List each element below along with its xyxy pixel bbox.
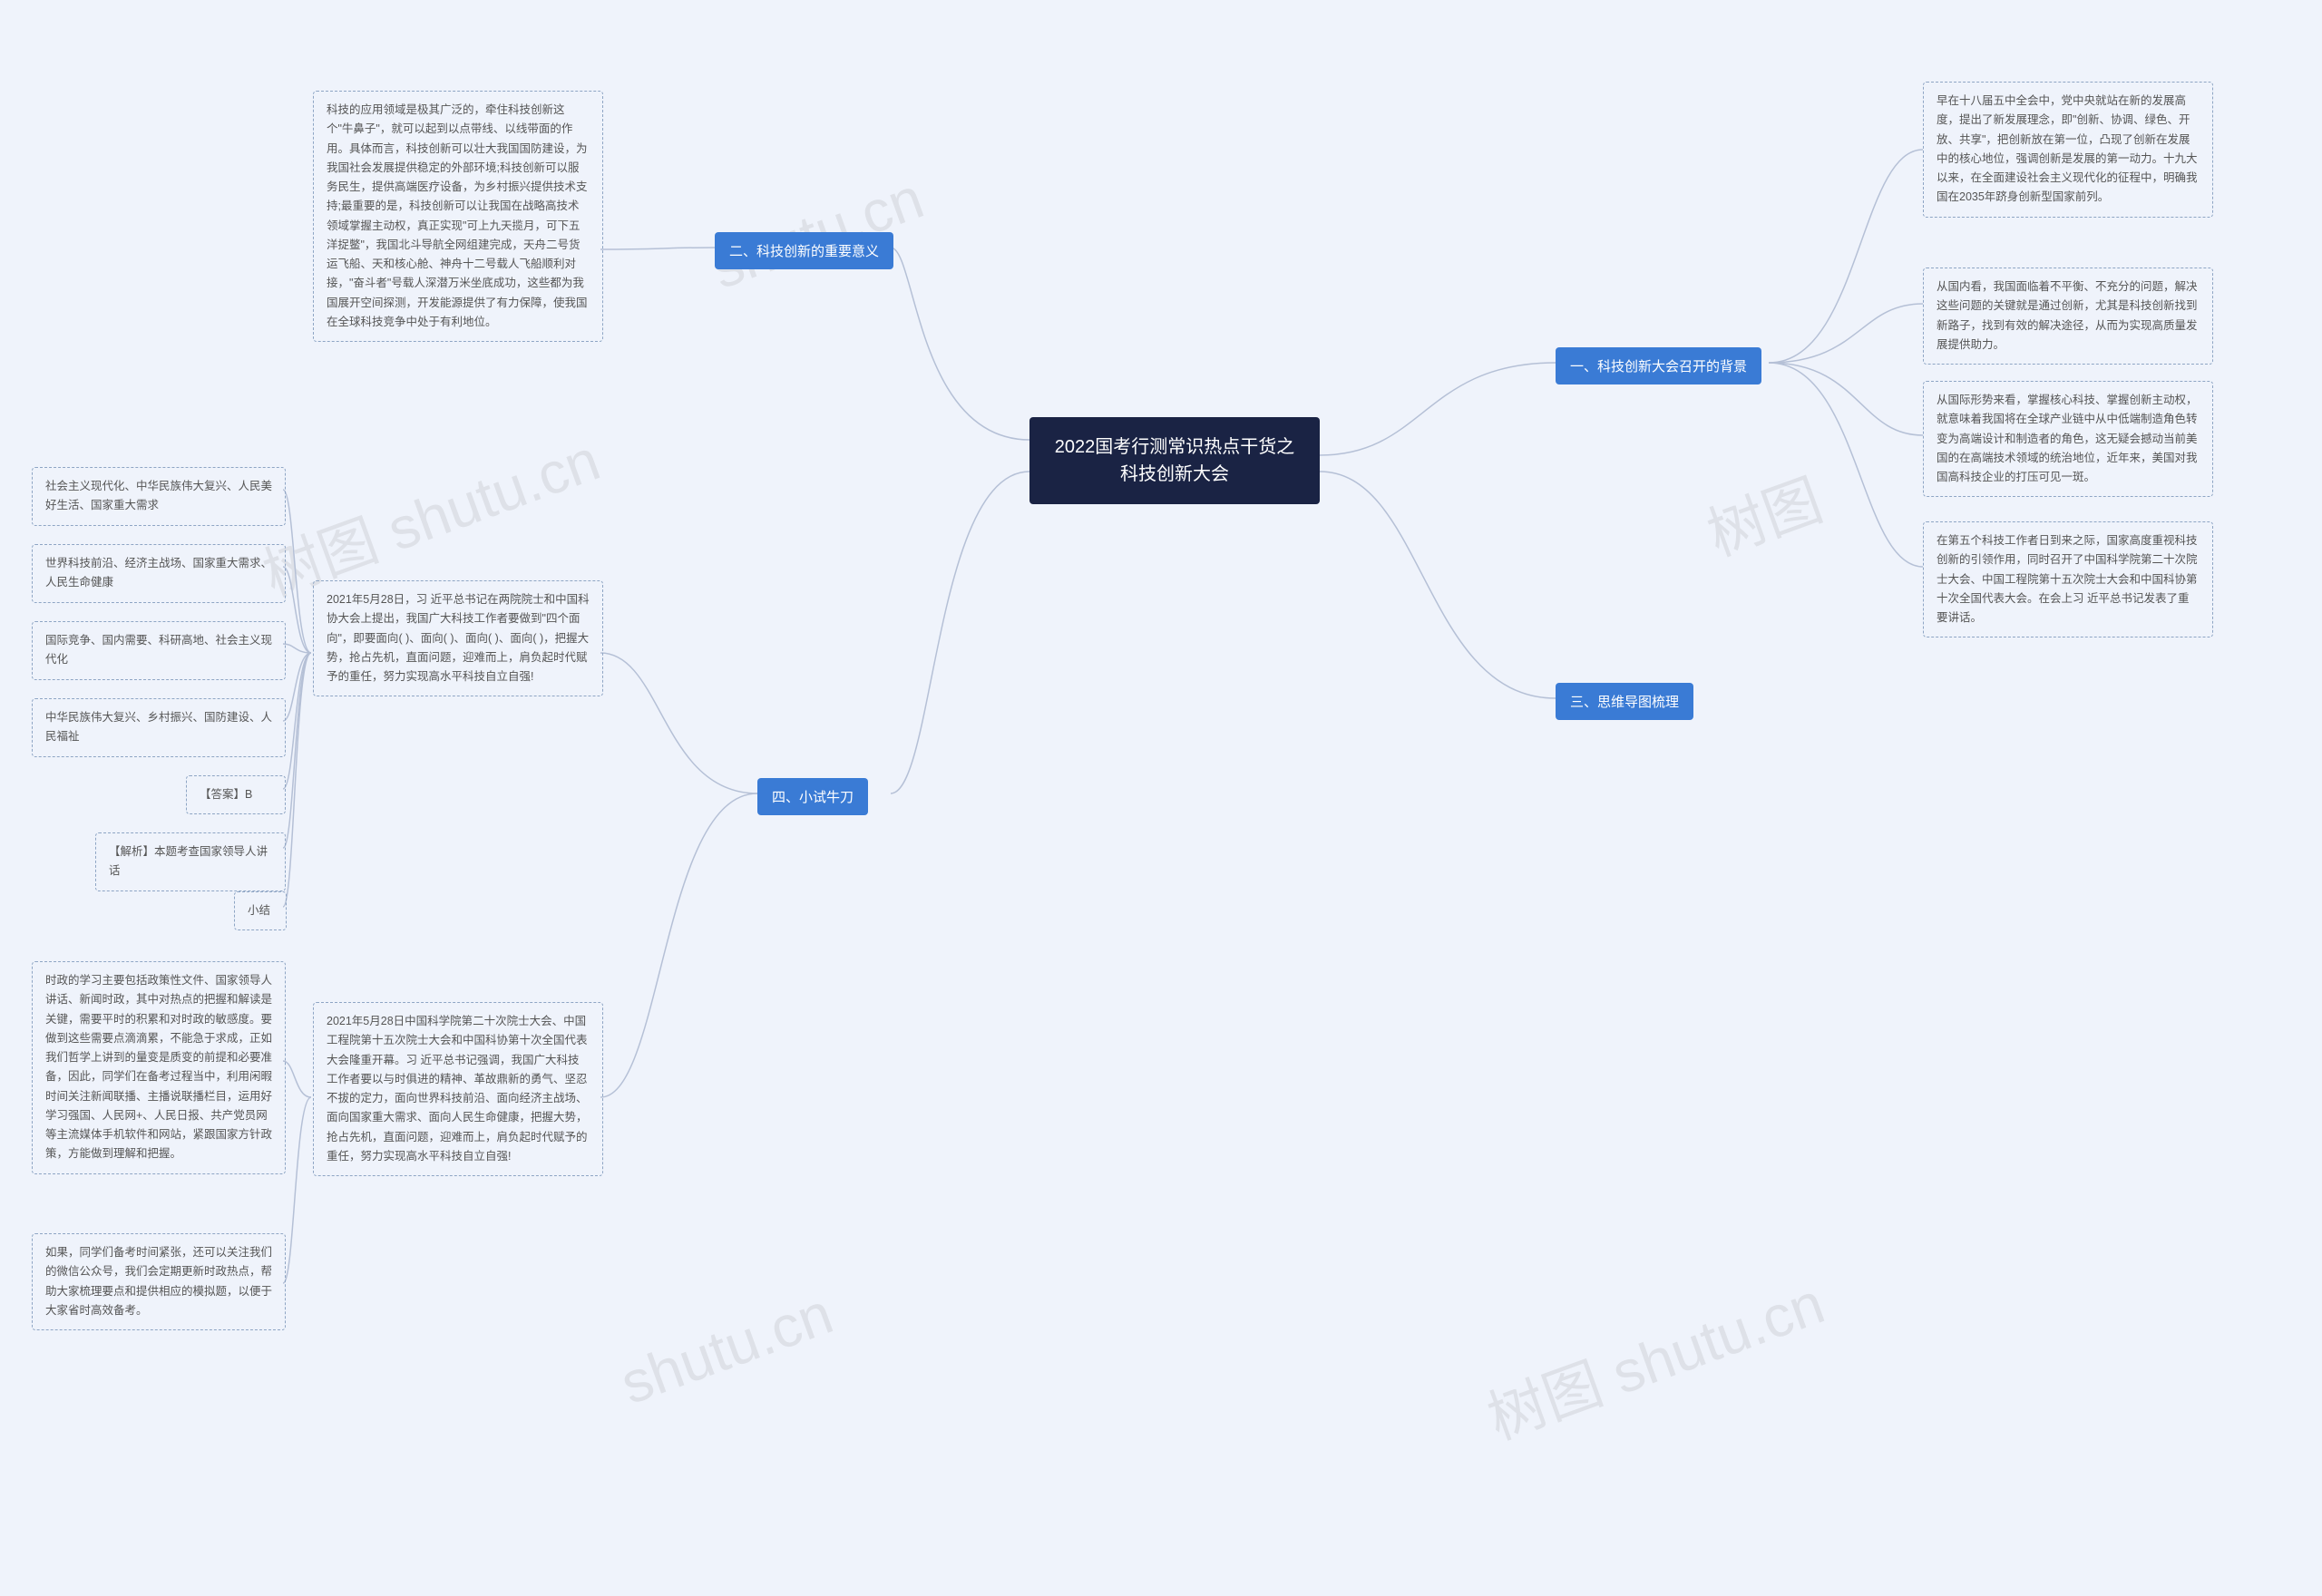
detail-4-optD: 中华民族伟大复兴、乡村振兴、国防建设、人民福祉: [32, 698, 286, 757]
branch-2: 二、科技创新的重要意义: [715, 232, 893, 269]
detail-4-summary1: 时政的学习主要包括政策性文件、国家领导人讲话、新闻时政，其中对热点的把握和解读是…: [32, 961, 286, 1174]
detail-1a: 早在十八届五中全会中，党中央就站在新的发展高度，提出了新发展理念，即"创新、协调…: [1923, 82, 2213, 218]
detail-4-question: 2021年5月28日，习 近平总书记在两院院士和中国科协大会上提出，我国广大科技…: [313, 580, 603, 696]
watermark: 树图 shutu.cn: [1475, 1257, 1834, 1455]
detail-4-summary-label: 小结: [234, 891, 287, 930]
detail-4-summary2: 如果，同学们备考时间紧张，还可以关注我们的微信公众号，我们会定期更新时政热点，帮…: [32, 1233, 286, 1330]
detail-4-answer: 【答案】B: [186, 775, 286, 814]
detail-1d: 在第五个科技工作者日到来之际，国家高度重视科技创新的引领作用，同时召开了中国科学…: [1923, 521, 2213, 637]
branch-1: 一、科技创新大会召开的背景: [1556, 347, 1761, 384]
center-title: 2022国考行测常识热点干货之科技创新大会: [1029, 417, 1320, 504]
detail-4-detail2: 2021年5月28日中国科学院第二十次院士大会、中国工程院第十五次院士大会和中国…: [313, 1002, 603, 1176]
detail-1b: 从国内看，我国面临着不平衡、不充分的问题，解决这些问题的关键就是通过创新，尤其是…: [1923, 268, 2213, 365]
branch-3: 三、思维导图梳理: [1556, 683, 1693, 720]
detail-4-optC: 国际竞争、国内需要、科研高地、社会主义现代化: [32, 621, 286, 680]
detail-1c: 从国际形势来看，掌握核心科技、掌握创新主动权，就意味着我国将在全球产业链中从中低…: [1923, 381, 2213, 497]
detail-4-explain: 【解析】本题考查国家领导人讲话: [95, 832, 286, 891]
detail-2-main: 科技的应用领域是极其广泛的，牵住科技创新这个"牛鼻子"，就可以起到以点带线、以线…: [313, 91, 603, 342]
watermark: shutu.cn: [612, 1280, 842, 1417]
detail-4-optB: 世界科技前沿、经济主战场、国家重大需求、人民生命健康: [32, 544, 286, 603]
detail-4-optA: 社会主义现代化、中华民族伟大复兴、人民美好生活、国家重大需求: [32, 467, 286, 526]
branch-4: 四、小试牛刀: [757, 778, 868, 815]
watermark: 树图: [1694, 454, 1832, 572]
